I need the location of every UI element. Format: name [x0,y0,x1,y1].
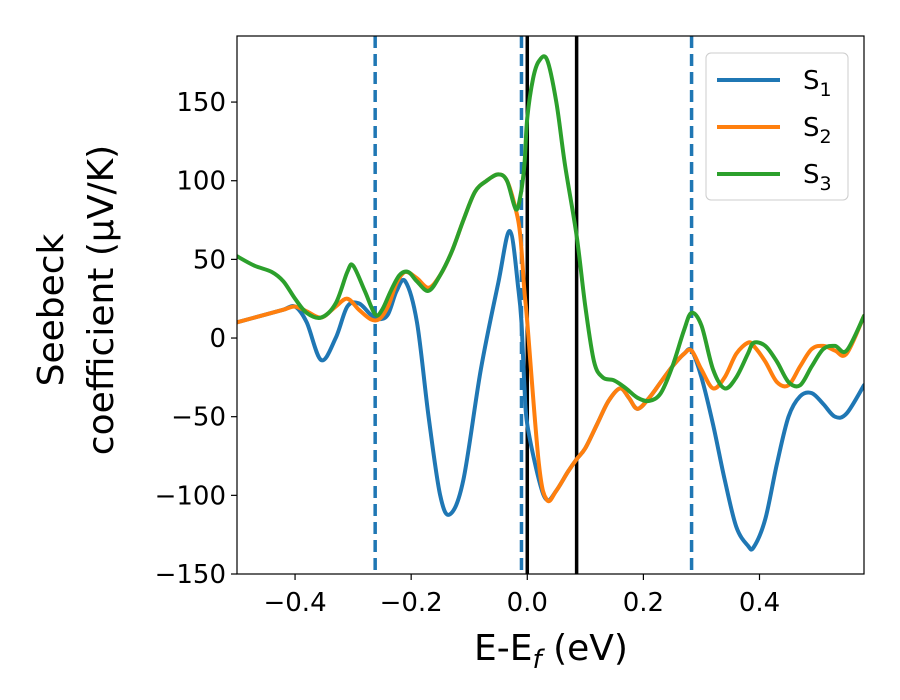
x-tick-label: −0.4 [263,588,326,618]
series-line-s3 [237,54,864,404]
x-tick-label: −0.2 [380,588,443,618]
x-axis-label: E-Ef (eV) [474,628,628,675]
plot-frame [236,35,865,575]
y-axis-ticks: −150 −100 −50 0 50 100 150 [155,88,237,590]
y-tick-label: 100 [176,167,226,197]
x-tick-label: 0.2 [623,588,664,618]
x-tick-label: 0.0 [507,588,548,618]
y-tick-label: 50 [193,245,226,275]
series-line-s2 [237,172,864,504]
legend-label-s3: S3 [803,160,832,195]
y-tick-label: −150 [155,560,226,590]
y-axis-label-line2: coefficient (μV/K) [81,145,122,455]
y-axis-label-line1: Seebeck [31,233,72,386]
x-axis-ticks: −0.4 −0.2 0.0 0.2 0.4 [263,574,780,618]
reference-lines [373,36,694,574]
legend: S1 S2 S3 [705,52,849,201]
legend-label-s2: S2 [803,113,832,148]
y-tick-label: 0 [209,324,226,354]
series-lines [237,54,864,552]
y-axis-label: Seebeck coefficient (μV/K) [31,145,122,455]
y-tick-label: −100 [155,481,226,511]
y-tick-label: 150 [176,88,226,118]
x-tick-label: 0.4 [739,588,780,618]
y-tick-label: −50 [171,403,226,433]
legend-label-s1: S1 [803,66,832,101]
